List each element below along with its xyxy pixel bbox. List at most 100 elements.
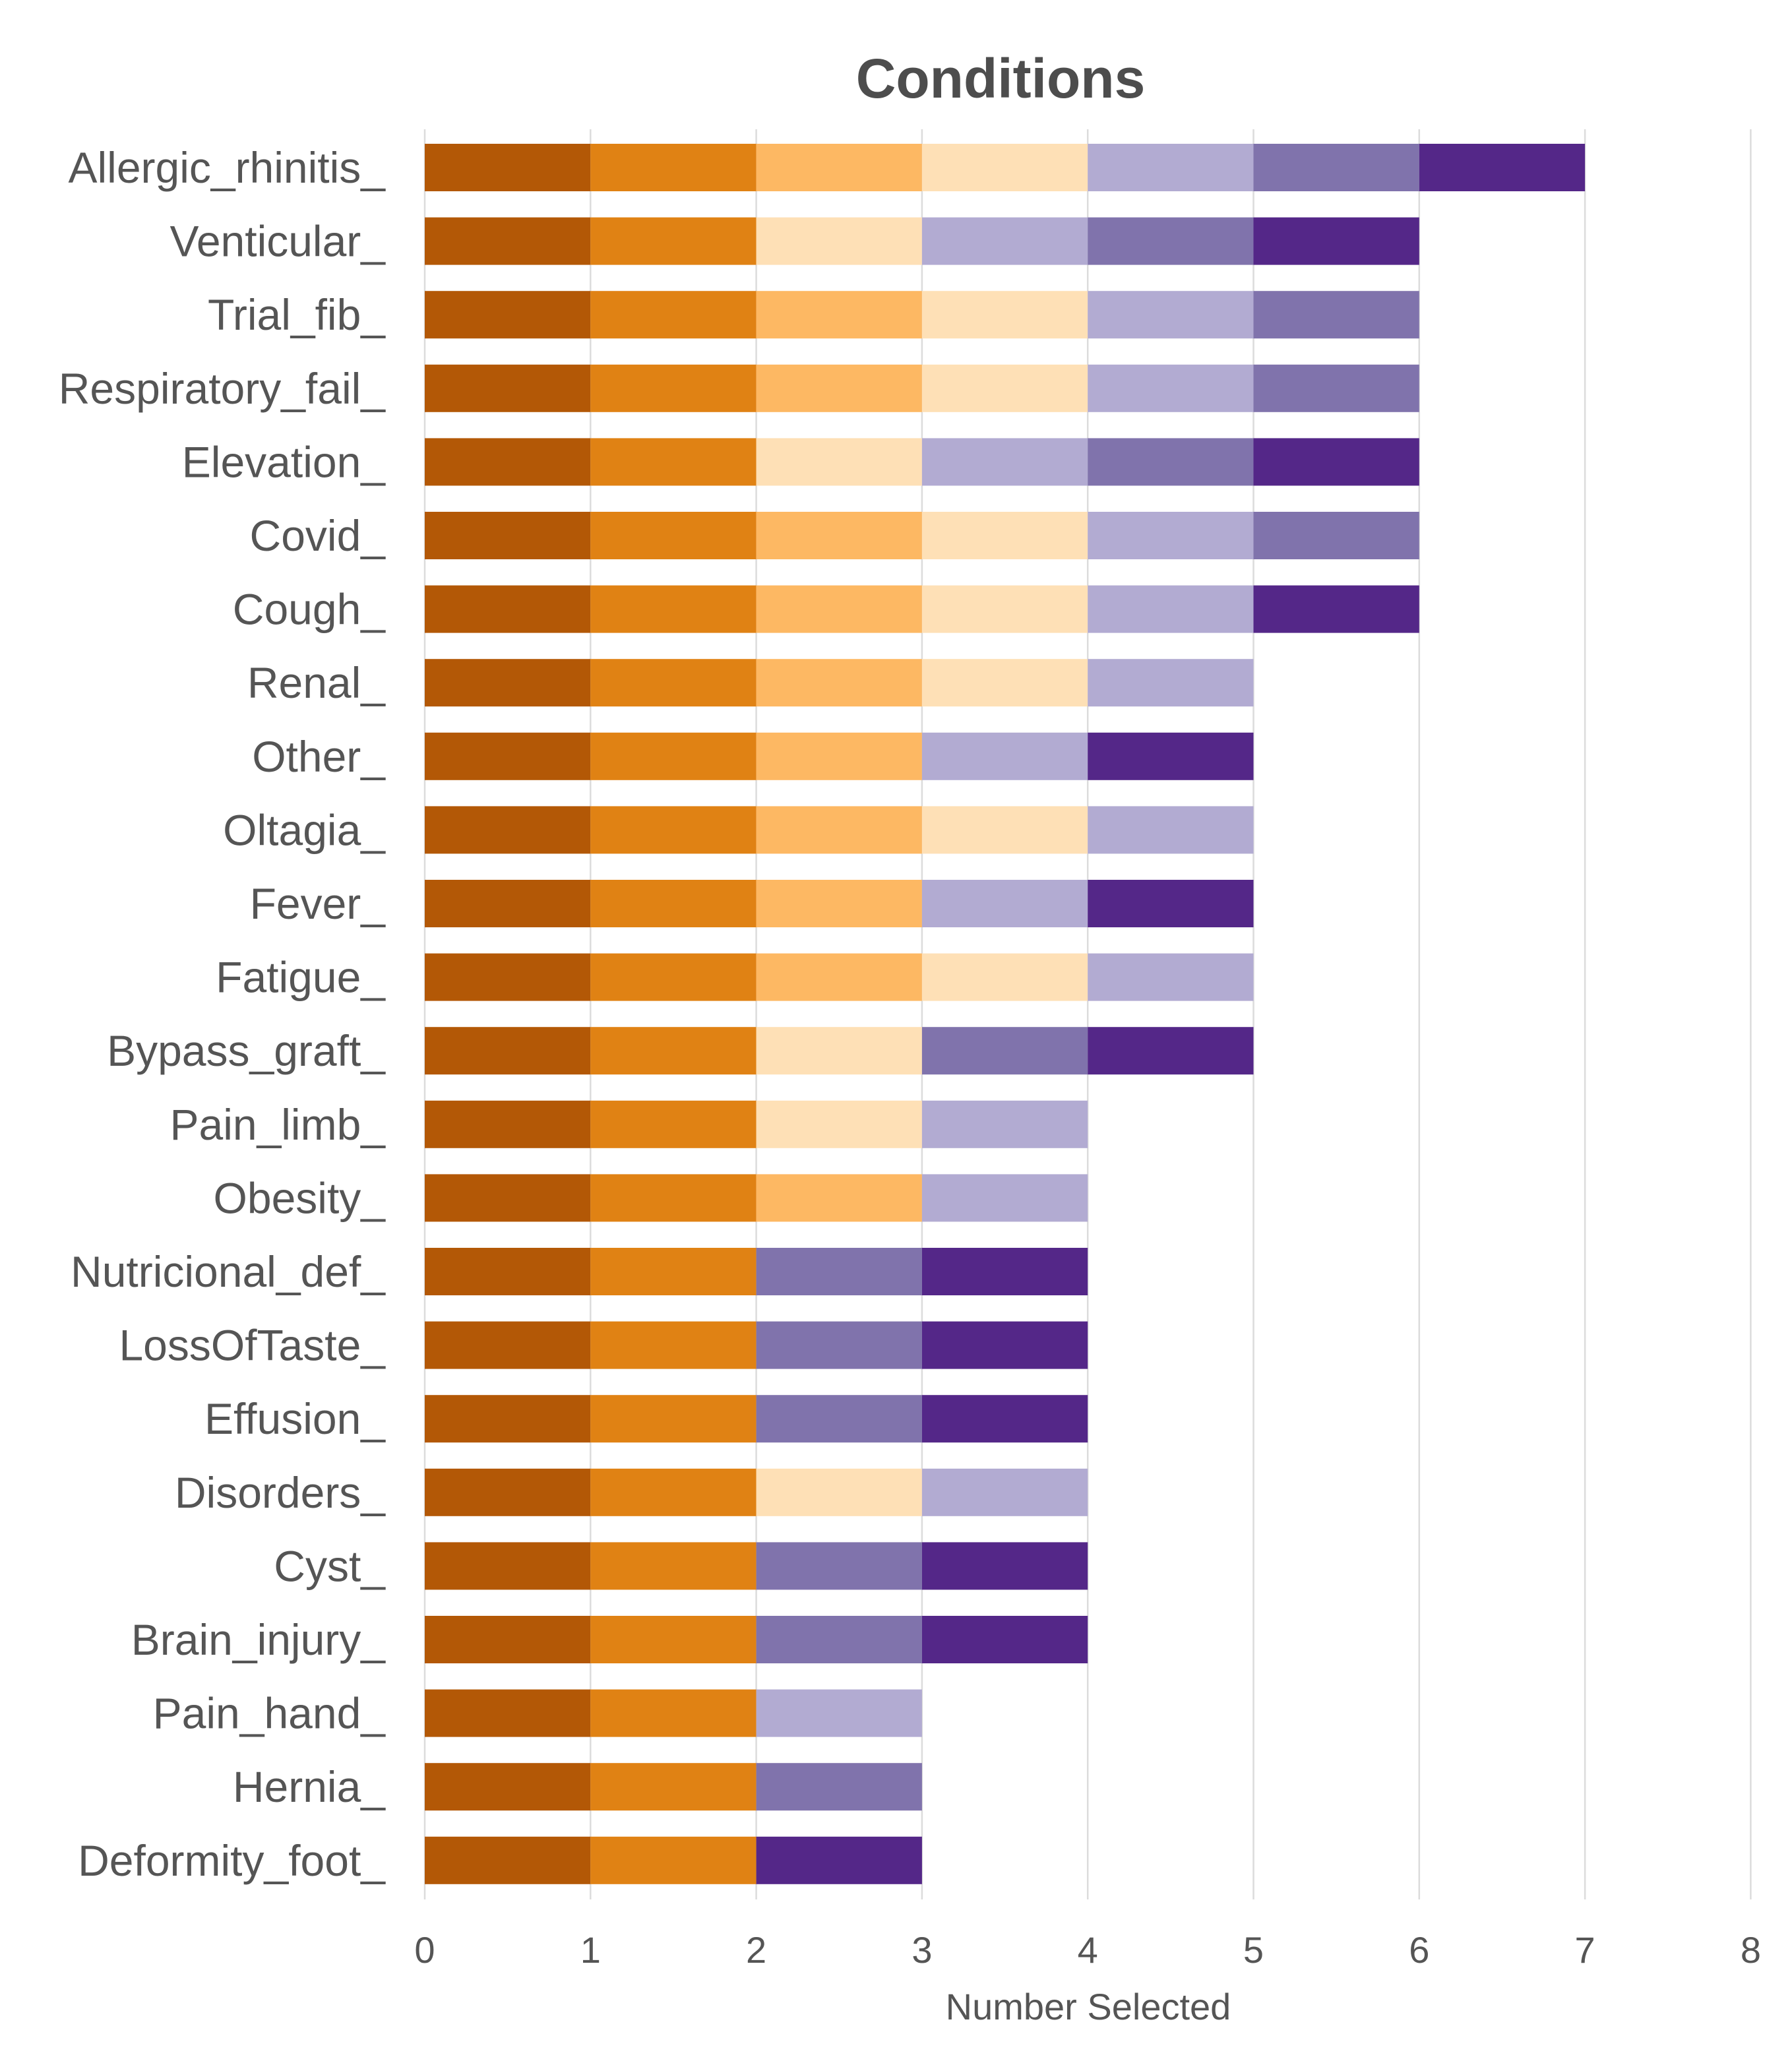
category-label: Respiratory_fail_ [59, 364, 386, 413]
bar-trial_fib-segment-5 [1088, 291, 1254, 339]
gridlines [423, 129, 1752, 1899]
bar-cyst-segment-7 [921, 1542, 1088, 1590]
x-tick-label-7: 7 [1575, 1929, 1595, 1971]
bar-allergic_rhinitis-segment-6 [1253, 144, 1419, 191]
bar-lossoftaste-segment-7 [921, 1321, 1088, 1369]
bar-bypass_graft-segment-6 [921, 1027, 1088, 1075]
bar-covid-segment-1 [425, 512, 591, 559]
x-tick-label-3: 3 [911, 1929, 932, 1971]
bar-nutricional_def-segment-6 [756, 1248, 922, 1295]
category-label: Cyst_ [274, 1541, 386, 1590]
bar-pain_limb-segment-4 [756, 1100, 922, 1148]
bar-cough-segment-2 [590, 585, 757, 633]
bar-nutricional_def-segment-7 [921, 1248, 1088, 1295]
bar-oltagia-segment-2 [590, 806, 757, 854]
x-tick-label-8: 8 [1741, 1929, 1761, 1971]
bar-covid-segment-2 [590, 512, 757, 559]
bar-pain_limb-segment-5 [921, 1100, 1088, 1148]
bar-bypass_graft-segment-7 [1088, 1027, 1254, 1075]
bar-nutricional_def-segment-1 [425, 1248, 591, 1295]
bar-other-segment-2 [590, 732, 757, 780]
x-tick-label-4: 4 [1078, 1929, 1098, 1971]
category-label: Trial_fib_ [208, 290, 386, 339]
bar-pain_hand-segment-2 [590, 1689, 757, 1737]
bar-pain_hand-segment-5 [756, 1689, 922, 1737]
x-axis-label: Number Selected [946, 1986, 1231, 2027]
bar-allergic_rhinitis-segment-4 [921, 144, 1088, 191]
bar-hernia-segment-1 [425, 1763, 591, 1811]
bar-cough-segment-1 [425, 585, 591, 633]
bar-renal-segment-3 [756, 659, 922, 707]
bar-effusion-segment-7 [921, 1395, 1088, 1443]
bar-fever-segment-3 [756, 880, 922, 927]
bar-renal-segment-1 [425, 659, 591, 707]
bar-trial_fib-segment-3 [756, 291, 922, 339]
x-tick-labels: 0 1 2 3 4 5 6 7 8 [414, 1929, 1761, 1971]
bar-brain_injury-segment-7 [921, 1616, 1088, 1663]
bar-trial_fib-segment-4 [921, 291, 1088, 339]
bar-oltagia-segment-3 [756, 806, 922, 854]
bar-renal-segment-5 [1088, 659, 1254, 707]
bar-cough-segment-3 [756, 585, 922, 633]
bar-brain_injury-segment-1 [425, 1616, 591, 1663]
bar-covid-segment-6 [1253, 512, 1419, 559]
bar-effusion-segment-6 [756, 1395, 922, 1443]
bar-venticular-segment-7 [1253, 217, 1419, 265]
bar-cough-segment-7 [1253, 585, 1419, 633]
bar-pain_hand-segment-1 [425, 1689, 591, 1737]
bar-obesity-segment-5 [921, 1174, 1088, 1222]
bar-deformity_foot-segment-2 [590, 1836, 757, 1884]
category-label: Cough_ [233, 585, 386, 634]
bar-respiratory_fail-segment-3 [756, 364, 922, 412]
bar-obesity-segment-2 [590, 1174, 757, 1222]
bar-respiratory_fail-segment-1 [425, 364, 591, 412]
bar-fatigue-segment-3 [756, 953, 922, 1001]
bar-cyst-segment-2 [590, 1542, 757, 1590]
bar-respiratory_fail-segment-2 [590, 364, 757, 412]
category-label: Fatigue_ [216, 953, 386, 1002]
bar-trial_fib-segment-6 [1253, 291, 1419, 339]
category-label: Bypass_graft_ [107, 1026, 386, 1075]
bar-trial_fib-segment-1 [425, 291, 591, 339]
bar-bypass_graft-segment-4 [756, 1027, 922, 1075]
bar-pain_limb-segment-1 [425, 1100, 591, 1148]
bar-elevation-segment-6 [1088, 438, 1254, 486]
bar-oltagia-segment-5 [1088, 806, 1254, 854]
bar-obesity-segment-3 [756, 1174, 922, 1222]
bar-lossoftaste-segment-6 [756, 1321, 922, 1369]
x-tick-label-6: 6 [1409, 1929, 1429, 1971]
bar-disorders-segment-4 [756, 1468, 922, 1516]
category-label: Covid_ [250, 511, 386, 560]
bar-hernia-segment-6 [756, 1763, 922, 1811]
bar-disorders-segment-1 [425, 1468, 591, 1516]
category-label: Elevation_ [182, 437, 386, 486]
bar-cyst-segment-1 [425, 1542, 591, 1590]
bar-covid-segment-3 [756, 512, 922, 559]
category-label: Fever_ [250, 879, 386, 928]
bar-hernia-segment-2 [590, 1763, 757, 1811]
bar-fever-segment-2 [590, 880, 757, 927]
bar-renal-segment-2 [590, 659, 757, 707]
bar-deformity_foot-segment-7 [756, 1836, 922, 1884]
category-label: Obesity_ [214, 1173, 386, 1222]
category-label: Other_ [252, 732, 386, 781]
bar-effusion-segment-1 [425, 1395, 591, 1443]
bar-elevation-segment-7 [1253, 438, 1419, 486]
category-label: Oltagia_ [223, 805, 386, 854]
category-label: Nutricional_def_ [71, 1247, 386, 1296]
bar-fever-segment-5 [921, 880, 1088, 927]
bar-other-segment-5 [921, 732, 1088, 780]
bar-respiratory_fail-segment-5 [1088, 364, 1254, 412]
bar-deformity_foot-segment-1 [425, 1836, 591, 1884]
bar-allergic_rhinitis-segment-1 [425, 144, 591, 191]
bars [425, 144, 1586, 1884]
bar-bypass_graft-segment-1 [425, 1027, 591, 1075]
bar-venticular-segment-5 [921, 217, 1088, 265]
bar-venticular-segment-1 [425, 217, 591, 265]
bar-respiratory_fail-segment-4 [921, 364, 1088, 412]
bar-elevation-segment-2 [590, 438, 757, 486]
bar-lossoftaste-segment-1 [425, 1321, 591, 1369]
bar-lossoftaste-segment-2 [590, 1321, 757, 1369]
category-labels: Allergic_rhinitis_ Venticular_ Trial_fib_ R… [59, 143, 386, 1885]
bar-fever-segment-1 [425, 880, 591, 927]
